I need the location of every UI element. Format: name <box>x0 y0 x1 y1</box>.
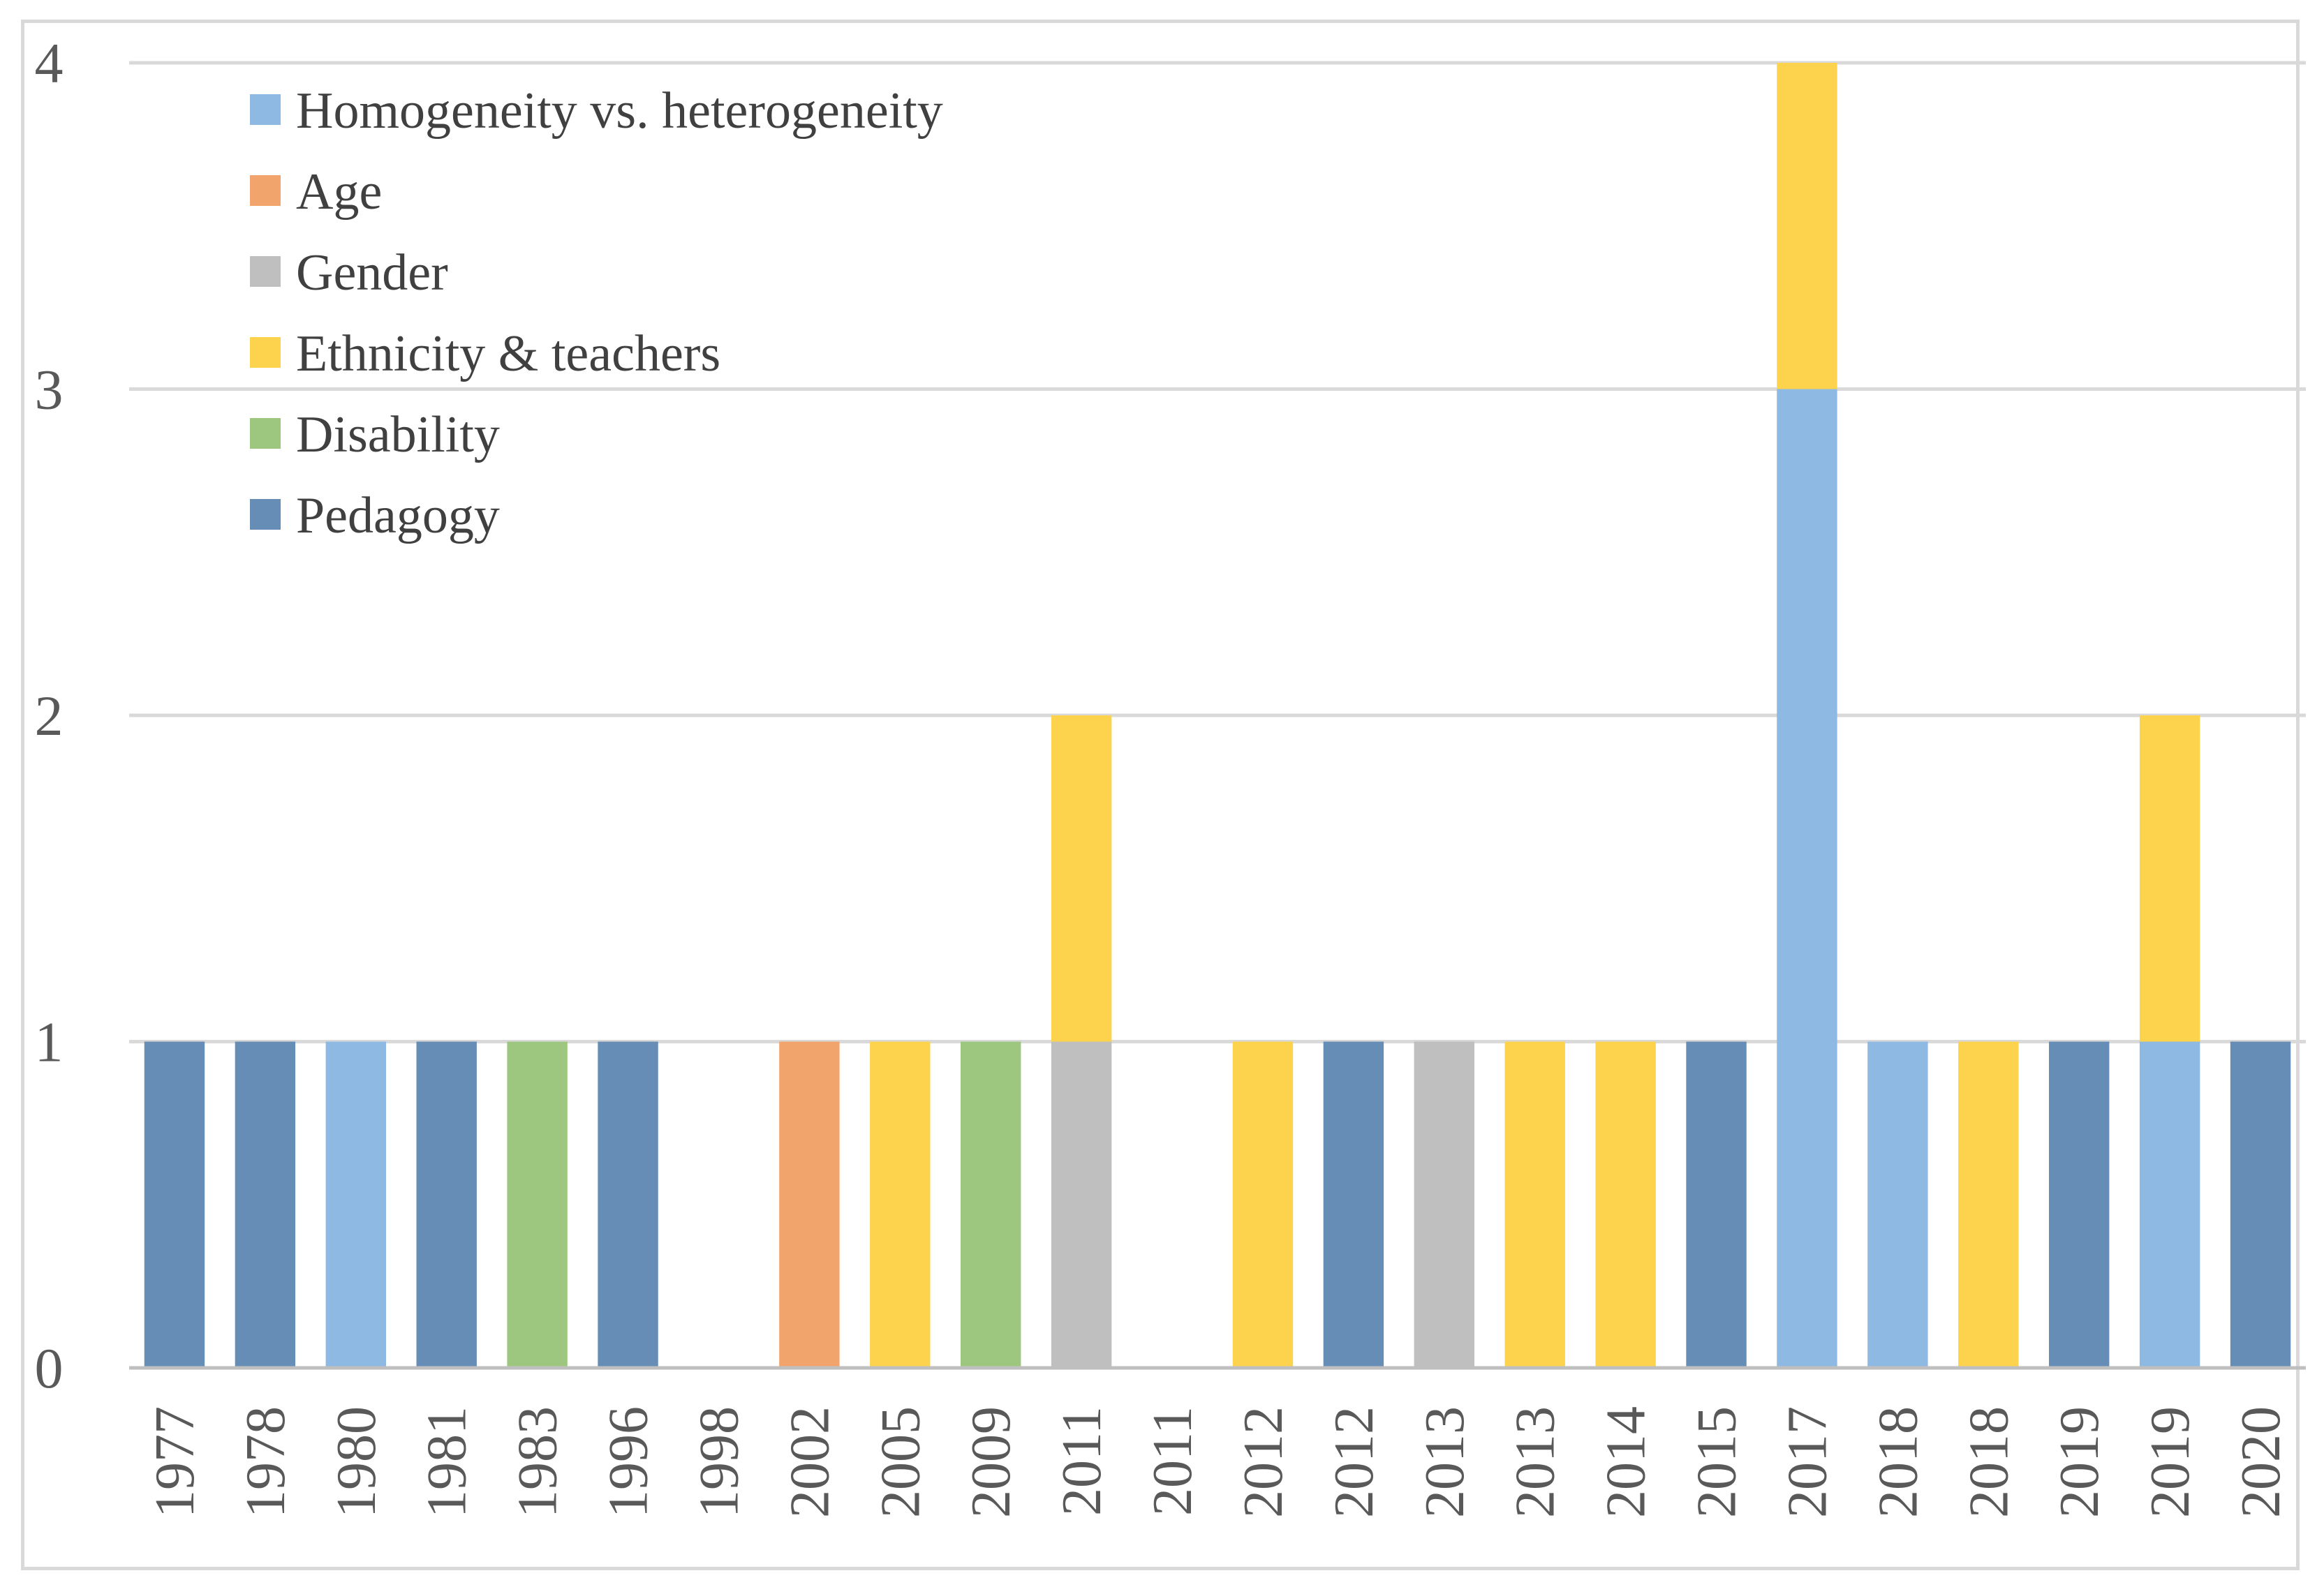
legend-swatch <box>250 256 281 287</box>
legend-swatch <box>250 499 281 530</box>
legend-swatch <box>250 175 281 206</box>
bar-disability-1983 <box>507 1041 568 1368</box>
bar-homogeneity-vs-heterogeneity-2018 <box>1867 1041 1928 1368</box>
bars <box>144 63 2291 1368</box>
legend: Homogeneity vs. heterogeneity Age Gender Et… <box>250 82 943 544</box>
x-tick-label: 2002 <box>779 1406 841 1518</box>
bar-pedagogy-1978 <box>235 1041 296 1368</box>
x-tick-label: 2012 <box>1324 1406 1385 1518</box>
bar-disability-2009 <box>961 1041 1021 1368</box>
x-tick-label: 2020 <box>2230 1406 2292 1518</box>
bar-ethnicity-teachers-2005 <box>870 1041 931 1368</box>
bar-homogeneity-vs-heterogeneity-1980 <box>325 1041 386 1368</box>
bar-pedagogy-2015 <box>1686 1041 1747 1368</box>
x-tick-label: 2011 <box>1142 1406 1204 1516</box>
bar-gender-2011 <box>1051 1041 1112 1368</box>
bar-homogeneity-vs-heterogeneity-2019 <box>2139 1041 2200 1368</box>
legend-item-pedagogy: Pedagogy <box>250 487 500 544</box>
legend-swatch <box>250 418 281 449</box>
legend-item-gender: Gender <box>250 244 448 301</box>
bar-age-2002 <box>779 1041 840 1368</box>
legend-label: Gender <box>296 244 448 301</box>
bar-ethnicity-teachers-2012 <box>1232 1041 1294 1368</box>
y-tick-label: 2 <box>35 684 64 747</box>
x-tick-label: 2017 <box>1777 1406 1838 1518</box>
legend-label: Age <box>296 163 382 221</box>
legend-label: Homogeneity vs. heterogeneity <box>296 82 943 140</box>
x-tick-label: 1978 <box>235 1406 297 1518</box>
x-tick-label: 2012 <box>1233 1406 1294 1518</box>
bar-homogeneity-vs-heterogeneity-2017 <box>1777 389 1837 1368</box>
bar-pedagogy-1981 <box>416 1041 477 1368</box>
x-tick-label: 2011 <box>1051 1406 1113 1516</box>
x-tick-label: 1983 <box>508 1406 569 1518</box>
x-tick-label: 1980 <box>326 1406 387 1518</box>
x-tick-label: 2019 <box>2140 1406 2201 1518</box>
bar-ethnicity-teachers-2011 <box>1051 715 1112 1042</box>
legend-item-age: Age <box>250 163 382 221</box>
x-tick-label: 2013 <box>1505 1406 1567 1518</box>
x-tick-label: 2015 <box>1687 1406 1748 1518</box>
x-tick-label: 2009 <box>961 1406 1022 1518</box>
y-tick-label: 1 <box>35 1011 64 1074</box>
x-tick-label: 2005 <box>870 1406 931 1518</box>
bar-ethnicity-teachers-2018 <box>1958 1041 2019 1368</box>
bar-ethnicity-teachers-2019 <box>2139 715 2200 1042</box>
y-tick-label: 0 <box>35 1336 64 1400</box>
bar-ethnicity-teachers-2014 <box>1595 1041 1656 1368</box>
x-tick-label: 2019 <box>2049 1406 2110 1518</box>
bar-pedagogy-2020 <box>2230 1041 2291 1368</box>
x-tick-label: 2018 <box>1867 1406 1929 1518</box>
x-tick-label: 2013 <box>1414 1406 1476 1518</box>
legend-label: Disability <box>296 406 500 463</box>
legend-label: Pedagogy <box>296 487 500 544</box>
bar-pedagogy-2012 <box>1323 1041 1384 1368</box>
x-tick-label: 1996 <box>598 1406 660 1518</box>
legend-item-disability: Disability <box>250 406 500 463</box>
x-tick-label: 2018 <box>1958 1406 2020 1518</box>
axes: 0 1 2 3 4 1977 1978 1980 1981 1983 1996 1998 2002 200… <box>35 31 2306 1518</box>
legend-item-homogeneity-vs-heterogeneity: Homogeneity vs. heterogeneity <box>250 82 943 140</box>
x-tick-label: 1977 <box>145 1406 206 1518</box>
legend-label: Ethnicity & teachers <box>296 325 720 382</box>
legend-item-ethnicity-teachers: Ethnicity & teachers <box>250 325 720 382</box>
bar-ethnicity-teachers-2013 <box>1504 1041 1565 1368</box>
x-tick-label: 1998 <box>688 1406 750 1518</box>
y-tick-label: 3 <box>35 358 64 422</box>
gridlines <box>129 61 2306 1043</box>
bar-pedagogy-1977 <box>144 1041 205 1368</box>
bar-gender-2013 <box>1414 1041 1474 1368</box>
y-tick-label: 4 <box>35 31 64 95</box>
legend-swatch <box>250 94 281 125</box>
bar-pedagogy-2019 <box>2049 1041 2110 1368</box>
bar-pedagogy-1996 <box>598 1041 658 1368</box>
x-tick-label: 1981 <box>417 1406 478 1518</box>
bar-ethnicity-teachers-2017 <box>1777 63 1837 389</box>
legend-swatch <box>250 337 281 368</box>
x-tick-label: 2014 <box>1596 1406 1657 1518</box>
